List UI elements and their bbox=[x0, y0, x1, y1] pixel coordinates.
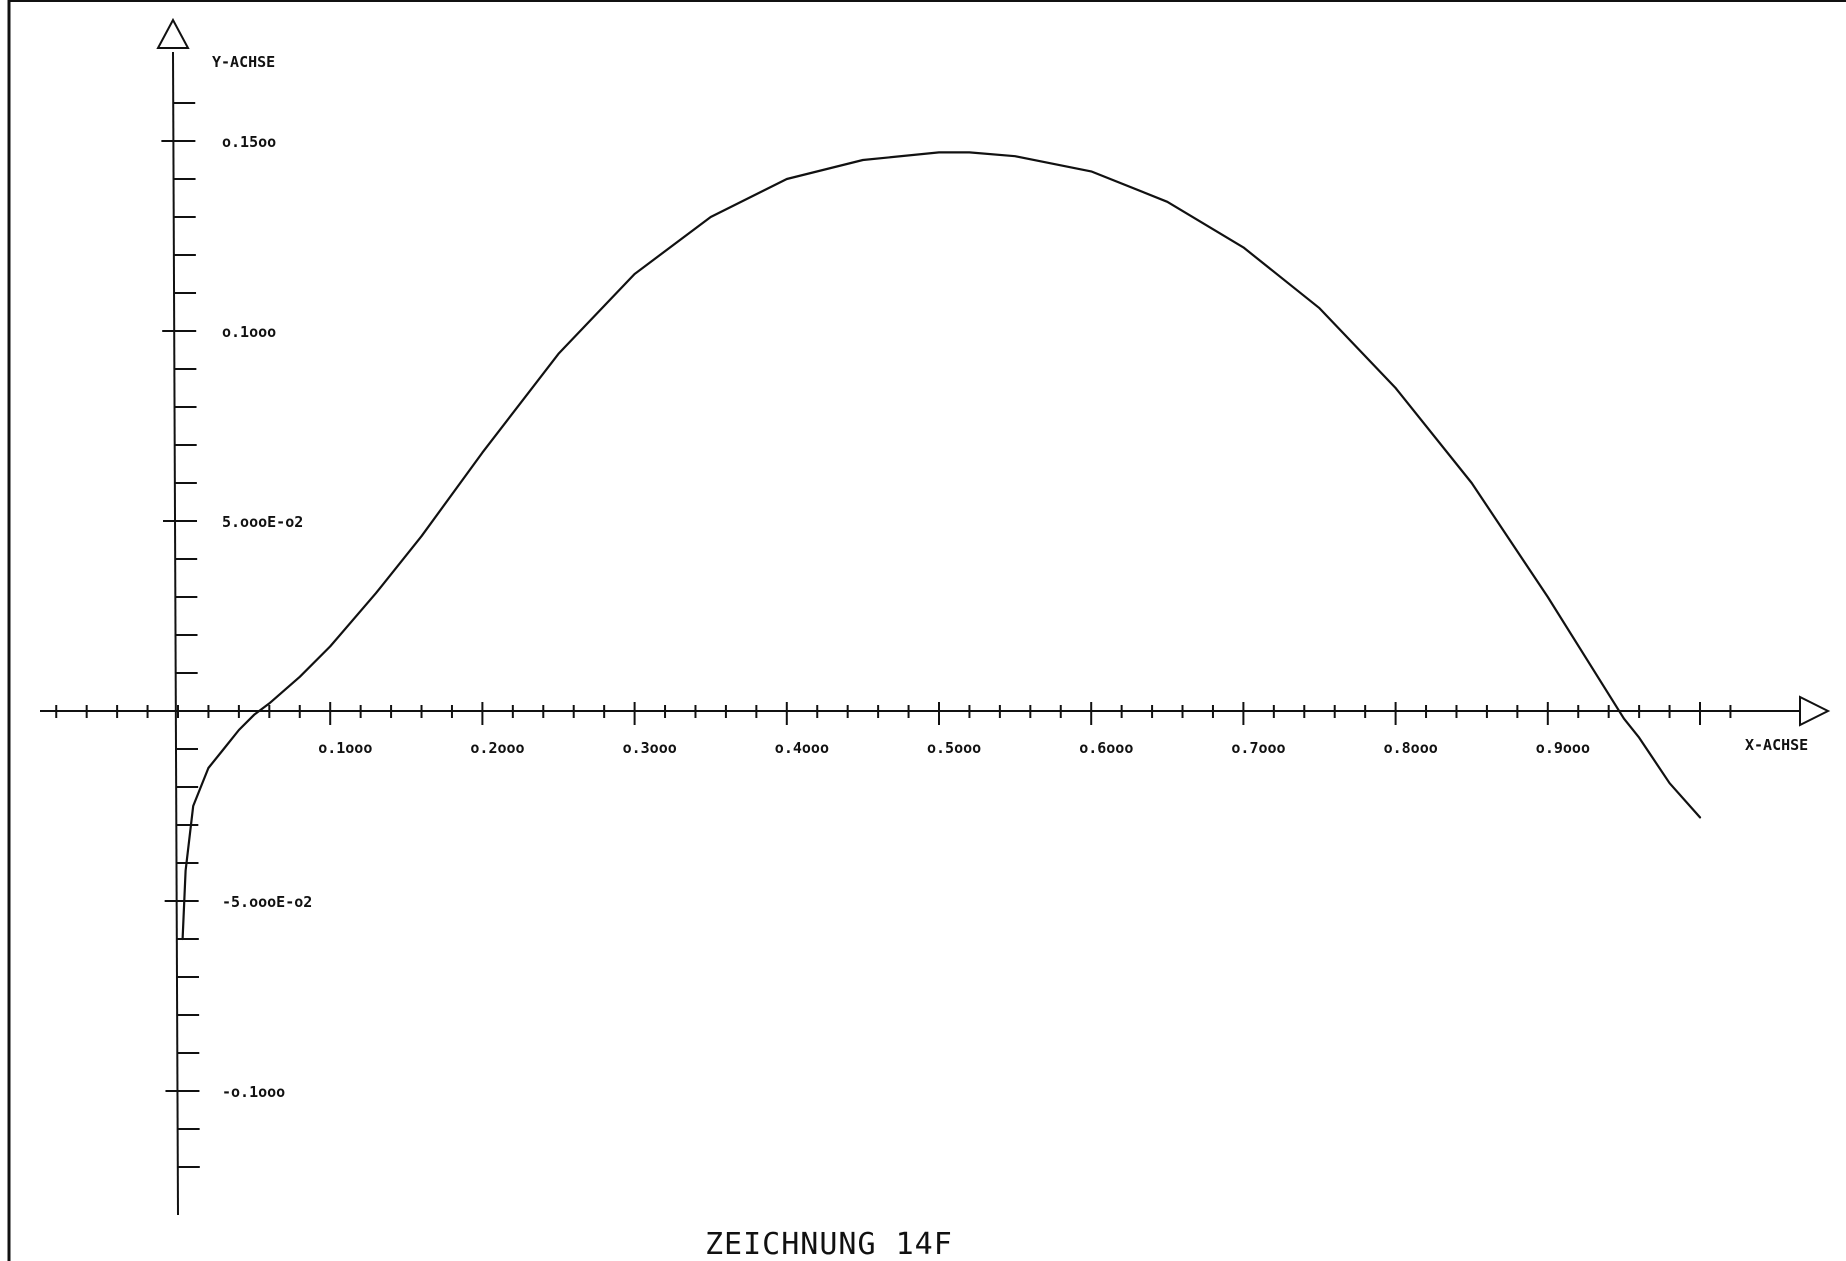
x-tick-label: o.7ooo bbox=[1231, 739, 1285, 757]
y-tick-label: o.1ooo bbox=[222, 323, 276, 341]
x-tick-label: o.9ooo bbox=[1536, 739, 1590, 757]
series-line bbox=[181, 151, 1702, 941]
x-tick-label: o.2ooo bbox=[470, 739, 524, 757]
y-tick-label: -o.1ooo bbox=[222, 1083, 285, 1101]
x-tick-label: o.4ooo bbox=[775, 739, 829, 757]
x-tick-label: o.5ooo bbox=[927, 739, 981, 757]
y-tick-label: 5.oooE-o2 bbox=[222, 513, 303, 531]
y-axis-title: Y-ACHSE bbox=[212, 53, 275, 71]
x-tick-label: o.1ooo bbox=[318, 739, 372, 757]
series-layer bbox=[181, 151, 1702, 941]
x-axis-arrow-icon bbox=[1799, 695, 1831, 727]
axes-layer bbox=[40, 17, 1831, 1216]
ticks-layer bbox=[55, 102, 1732, 1168]
x-tick-label: o.8ooo bbox=[1384, 739, 1438, 757]
x-axis-title: X-ACHSE bbox=[1745, 736, 1808, 754]
tick-labels-layer: o.1ooo o.2ooo o.3ooo o.4ooo o.5ooo o.6ooo o.7o… bbox=[222, 133, 1590, 1101]
y-tick-label: -5.oooE-o2 bbox=[222, 893, 312, 911]
y-tick-label: o.15oo bbox=[222, 133, 276, 151]
y-axis-arrow-icon bbox=[156, 17, 190, 49]
x-tick-label: o.3ooo bbox=[623, 739, 677, 757]
x-tick-label: o.6ooo bbox=[1079, 739, 1133, 757]
chart-caption: ZEICHNUNG 14F bbox=[705, 1227, 953, 1261]
y-axis-line bbox=[172, 51, 179, 1216]
